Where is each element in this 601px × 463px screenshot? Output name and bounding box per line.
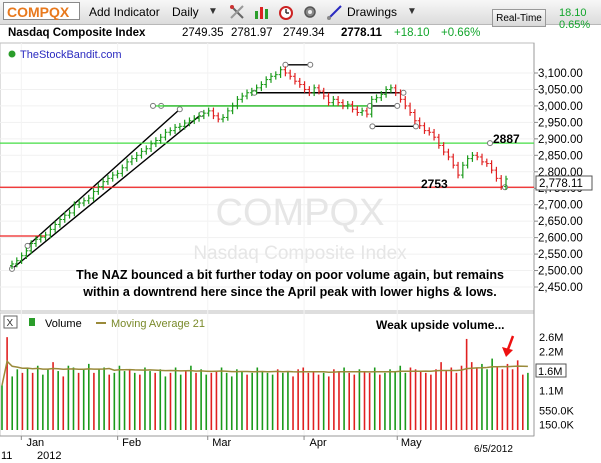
last-price-label: 2,778.11 [539,178,583,190]
chart-type-icon[interactable] [253,3,271,21]
symbol-input[interactable]: COMPQX [3,2,80,20]
drawings-button[interactable]: Drawings [347,5,398,19]
volume-tick-label: 1.1M [539,386,563,398]
trendlines [0,61,534,272]
quote-change: +18.10 [394,27,430,39]
price-tick-label: 2,500.00 [538,266,583,278]
annotation-line-1: The NAZ bounced a bit further today on p… [76,268,504,282]
x-tick-label: Mar [212,437,231,449]
x-tick-label: Jan [26,437,44,449]
volume-y-axis: 2.6M 2.2M 1.1M 550.0K 150.0K [539,332,575,432]
quote-line: Nasdaq Composite Index 2749.35 2781.97 2… [0,25,601,42]
volume-tick-label: 550.0K [539,405,575,417]
quote-open: 2749.35 [182,27,224,39]
volume-legend-icon [29,318,35,326]
grid [0,43,534,436]
volume-tick-label: 150.0K [539,420,575,432]
line-handle [394,102,401,109]
annotation-line-2: within a downtrend here since the April … [82,285,496,299]
realtime-change: 18.10 [559,7,587,19]
price-tick-label: 2,850.00 [538,150,583,162]
last-volume-label: 1.6M [538,366,562,378]
quote-low: 2749.34 [283,27,325,39]
price-tick-label: 2,900.00 [538,134,583,146]
x-tick-label: Apr [309,437,326,449]
realtime-percent: 0.65% [559,19,591,31]
level-label-2753: 2753 [421,177,448,191]
alarm-icon[interactable] [277,3,295,21]
channel-trendline [27,108,181,247]
price-tick-label: 2,450.00 [538,282,583,294]
price-tick-label: 2,550.00 [538,249,583,261]
channel-trendline [11,113,202,270]
last-price-box [535,175,593,191]
crosshair-tools-icon[interactable] [228,3,246,21]
line-handle [400,89,407,96]
price-tick-label: 2,600.00 [538,233,583,245]
brand-bullet-icon [8,50,16,58]
volume-tick-label: 2.2M [539,346,563,358]
line-handle [487,140,493,147]
line-handle [502,184,508,191]
last-volume-box [535,363,567,378]
index-name: Nasdaq Composite Index [8,27,146,39]
x-year: 2012 [37,450,61,462]
line-handle [176,106,183,113]
line-handle [150,102,156,109]
quote-percent: +0.66% [441,27,481,39]
quote-close: 2778.11 [341,27,382,39]
watermark-name: Nasdaq Composite Index [193,243,407,264]
level-label-2887: 2887 [493,132,520,146]
settings-icon[interactable] [301,3,319,21]
watermark-symbol: COMPQX [216,192,385,234]
line-handle [369,123,376,130]
x-tick-label: Feb [122,437,141,449]
brand-label[interactable]: TheStockBandit.com [20,49,122,61]
price-tick-label: 3,050.00 [538,84,583,96]
realtime-button[interactable]: Real-Time [492,9,546,27]
arrow-down-icon [502,347,513,357]
line-handle [307,61,314,68]
x-axis: Jan Feb Mar Apr May [20,436,422,449]
x-left-fragment: 11 [1,450,12,462]
period-chevron-down-icon[interactable]: ▼ [208,6,218,17]
price-tick-label: 2,700.00 [538,200,583,212]
volume-bars [1,337,529,430]
close-icon[interactable]: X [7,318,14,329]
ma-label: Moving Average 21 [111,318,205,330]
line-handle [24,242,31,249]
price-y-axis: 3,100.00 3,050.00 3,000.00 2,950.00 2,900.00… [534,68,583,294]
period-select[interactable]: Daily [172,5,199,19]
line-handle [412,123,419,130]
draw-line-icon[interactable] [326,3,344,21]
x-date: 6/5/2012 [474,444,513,455]
price-bars [10,66,508,269]
close-panel-button[interactable] [3,315,18,329]
volume-moving-average [1,359,528,386]
price-tick-label: 3,100.00 [538,68,583,80]
price-tick-label: 3,000.00 [538,101,583,113]
drawings-chevron-down-icon[interactable]: ▼ [407,6,417,17]
price-tick-label: 2,950.00 [538,117,583,129]
x-tick-label: May [401,437,422,449]
volume-title: Volume [45,318,82,330]
price-tick-label: 2,650.00 [538,216,583,228]
price-panel [0,42,535,312]
volume-annotation: Weak upside volume... [376,318,504,332]
add-indicator-button[interactable]: Add Indicator [89,5,160,19]
volume-tick-label: 2.6M [539,332,563,344]
quote-high: 2781.97 [231,27,273,39]
